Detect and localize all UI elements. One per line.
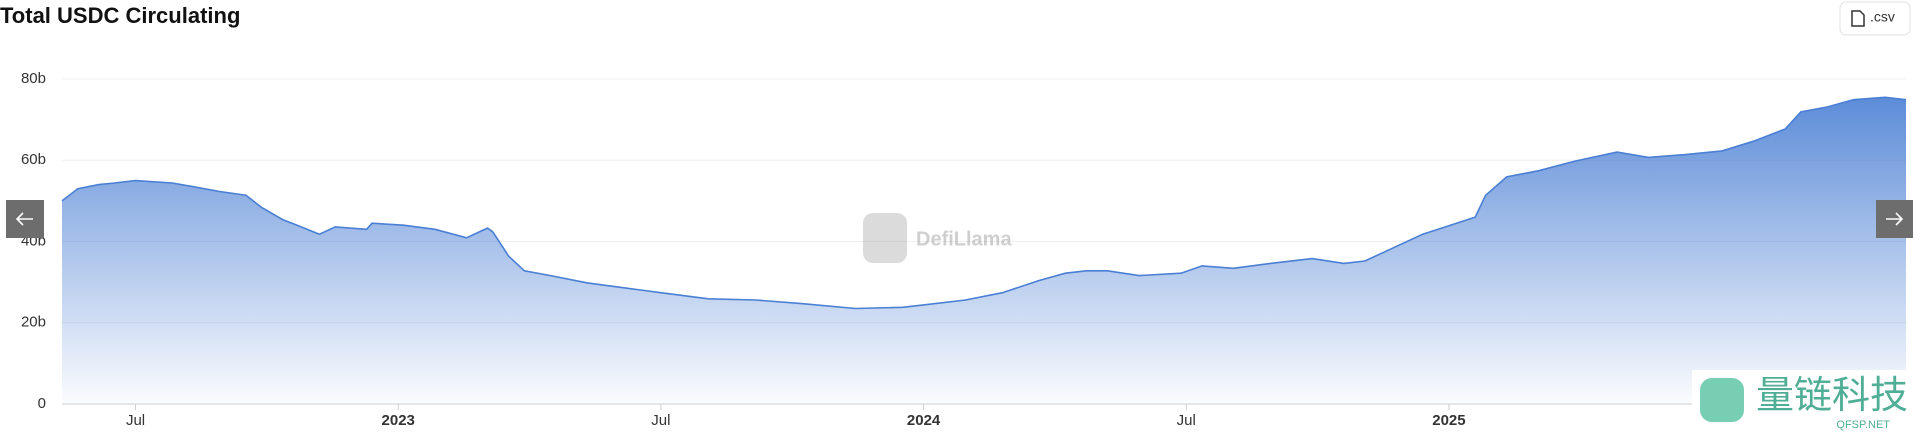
- y-tick-label: 80b: [21, 70, 46, 87]
- brand-logo: [1700, 378, 1744, 422]
- chart-title: Total USDC Circulating: [0, 3, 240, 28]
- y-tick-label: 60b: [21, 151, 46, 168]
- csv-button-label[interactable]: .csv: [1870, 9, 1895, 25]
- x-tick-label: 2023: [382, 412, 415, 429]
- watermark-text: DefiLlama: [916, 228, 1012, 250]
- area-fill: [62, 97, 1906, 405]
- y-tick-label: 0: [38, 395, 46, 412]
- brand-url: QFSP.NET: [1836, 419, 1890, 431]
- watermark-logo: [863, 213, 907, 263]
- x-tick-label: 2024: [907, 412, 941, 429]
- prev-arrow: [15, 212, 33, 226]
- prev-button[interactable]: [6, 200, 44, 238]
- next-arrow: [1886, 212, 1904, 226]
- y-tick-label: 20b: [21, 314, 46, 331]
- x-tick-label: Jul: [126, 412, 145, 429]
- watermark: DefiLlama: [863, 213, 1012, 263]
- brand-watermark: 量链科技 QFSP.NET: [1692, 370, 1913, 435]
- x-tick-label: 2025: [1432, 412, 1465, 429]
- csv-icon: [1851, 10, 1865, 27]
- x-tick-label: Jul: [651, 412, 670, 429]
- brand-name: 量链科技: [1756, 375, 1908, 417]
- x-tick-label: Jul: [1177, 412, 1196, 429]
- next-button[interactable]: [1876, 200, 1913, 238]
- area-line: [61, 96, 1907, 310]
- csv-button[interactable]: .csv: [1839, 1, 1911, 36]
